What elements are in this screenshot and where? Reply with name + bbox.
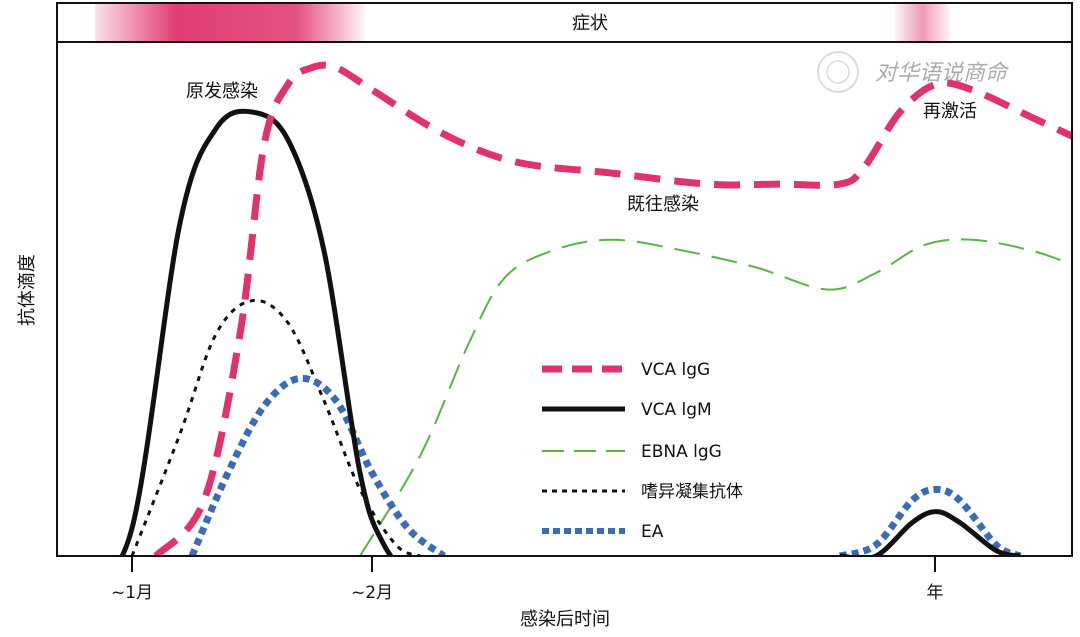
symptom-bar-label: 症状 (572, 13, 608, 34)
y-axis-label: 抗体滴度 (17, 254, 38, 326)
legend-label-heterophile: 嗜异凝集抗体 (641, 482, 743, 502)
legend: VCA lgG VCA lgM EBNA lgG 嗜异凝集抗体 EA (542, 360, 743, 542)
legend-label-ea: EA (641, 522, 664, 542)
x-tick-label-3: 年 (927, 583, 944, 603)
x-tick-label-1: ~1月 (111, 583, 153, 603)
series-line-vca-lgm (119, 108, 394, 555)
legend-label-vca-igg: VCA lgG (641, 360, 710, 380)
symptom-bar: 症状 (56, 2, 1073, 43)
series-line-vca-lgm-reactivation (840, 509, 1021, 555)
series-line-ea (188, 374, 447, 555)
series-line-ea-reactivation (838, 485, 1022, 555)
watermark-seal-icon (817, 51, 859, 93)
plot-frame (56, 41, 1073, 557)
watermark-logo: 对华语说商命 (817, 51, 1010, 93)
x-axis: ~1月 ~2月 年 感染后时间 (111, 556, 944, 630)
legend-label-vca-igm: VCA lgM (641, 400, 712, 420)
annotation-past-infection: 既往感染 (627, 194, 699, 215)
x-tick-label-2: ~2月 (351, 583, 393, 603)
watermark-text: 对华语说商命 (875, 61, 1010, 86)
series-layer (119, 61, 1071, 555)
symptom-band-primary (95, 3, 365, 42)
annotation-reactivation: 再激活 (923, 101, 977, 122)
series-line-vca-lgg (153, 61, 1071, 555)
symptom-band-reactivation (895, 3, 950, 42)
series-line-嗜异凝集抗体 (130, 298, 421, 555)
annotation-primary-infection: 原发感染 (186, 81, 258, 102)
legend-label-ebna-igg: EBNA lgG (641, 442, 722, 462)
series-line-ebna-lgg (359, 238, 1071, 555)
x-axis-label: 感染后时间 (520, 609, 610, 630)
